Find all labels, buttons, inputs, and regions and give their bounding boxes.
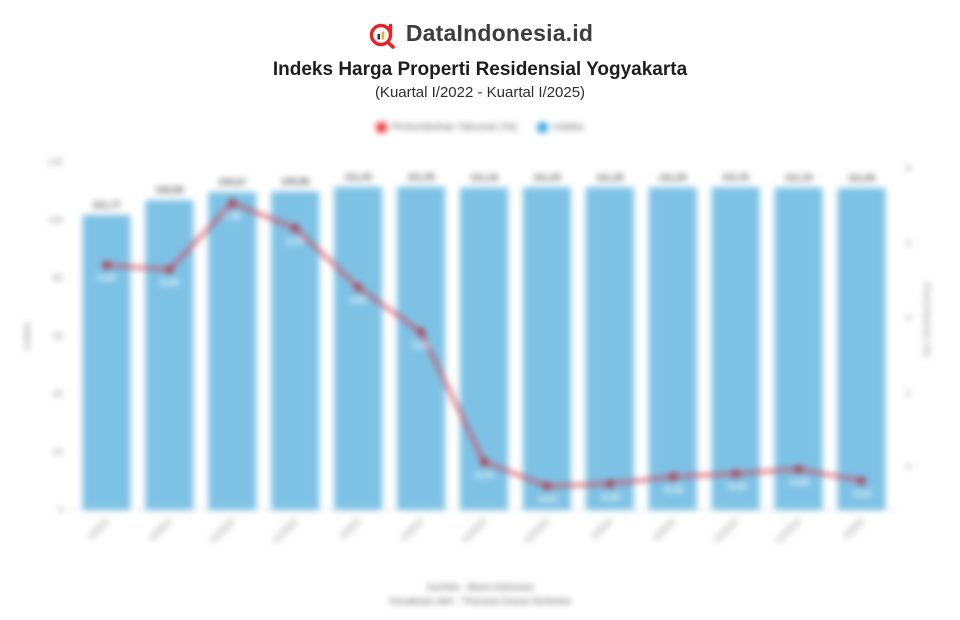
brand: DataIndonesia.id — [0, 17, 960, 49]
bar-value-label: 111,19 — [785, 173, 812, 183]
growth-point — [228, 199, 237, 208]
index-bar — [837, 187, 886, 510]
growth-point — [542, 482, 551, 491]
bar-value-label: 111,29 — [596, 172, 623, 182]
growth-point — [354, 283, 363, 292]
left-axis-title: Indeks — [22, 322, 33, 350]
left-axis-tick-label: 120 — [48, 157, 63, 167]
credit-note: Visualisasi oleh : Theresia Gracia Simbo… — [388, 596, 572, 607]
legend-item-index: Indeks — [537, 121, 584, 133]
x-axis-label: III/2022 — [208, 516, 236, 544]
left-axis-tick-label: 40 — [53, 389, 63, 399]
growth-point — [417, 328, 426, 337]
growth-point-label: 7,06 — [223, 211, 241, 221]
growth-point-label: 6,39 — [286, 236, 304, 246]
growth-point — [480, 457, 488, 466]
right-axis-tick-label: 8 — [906, 163, 911, 173]
bar-value-label: 111,18 — [470, 173, 497, 183]
index-bar — [585, 187, 634, 510]
bar-value-label: 109,85 — [281, 176, 309, 186]
dataindonesia-logo-icon — [369, 23, 395, 49]
right-axis-tick-label: 2 — [906, 387, 911, 397]
index-bar — [208, 191, 257, 510]
x-axis-label: I/2025 — [841, 516, 866, 541]
left-axis-tick-label: 100 — [48, 215, 63, 225]
source-note: Sumber : Bank Indonesia — [426, 582, 534, 593]
x-axis-label: II/2022 — [147, 516, 174, 543]
legend-label-growth: Pertumbuhan Tahunan (%) — [391, 121, 518, 133]
growth-point-label: -0,18 — [725, 482, 746, 492]
page-title: Indeks Harga Properti Residensial Yogyak… — [272, 59, 688, 80]
bar-value-label: 111,45 — [407, 172, 434, 182]
bar-value-label: 111,25 — [533, 172, 560, 182]
left-axis-tick-label: 80 — [53, 273, 63, 283]
x-axis-label: III/2023 — [460, 516, 488, 544]
legend-item-growth: Pertumbuhan Tahunan (%) — [375, 121, 518, 133]
bar-value-label: 111,31 — [722, 172, 749, 182]
growth-point — [605, 479, 614, 488]
growth-point-label: 0,14 — [475, 470, 494, 480]
x-axis-label: I/2024 — [589, 516, 614, 541]
chart-canvas: 0 20 40 60 80 100 120 Indeks 0 2 4 6 8 Pertumbuhan (%… — [22, 157, 932, 545]
bar-value-label: 111,05 — [848, 173, 875, 183]
growth-point — [102, 261, 111, 270]
growth-point — [668, 472, 677, 481]
header: DataIndonesia.id Indeks Harga Properti R… — [0, 0, 960, 102]
x-axis-label: I/2023 — [338, 516, 363, 541]
right-axis-tick-label: 4 — [906, 313, 911, 323]
index-bar — [397, 186, 446, 511]
index-bar — [522, 187, 571, 510]
left-axis-tick-label: 60 — [53, 331, 63, 341]
legend-dot-index-icon — [537, 121, 549, 133]
bar-value-label: 106,85 — [155, 185, 183, 195]
growth-point-label: 5,40 — [97, 273, 115, 283]
right-axis-title: Pertumbuhan (%) — [921, 283, 932, 357]
x-axis-label: IV/2024 — [774, 516, 803, 545]
chart-footer: Sumber : Bank Indonesia Visualisasi oleh… — [0, 581, 960, 609]
growth-point — [794, 465, 803, 474]
bar-value-label: 111,43 — [344, 172, 371, 182]
right-axis-tick-label: 0 — [906, 462, 911, 472]
index-bar — [145, 200, 194, 510]
index-bar — [82, 214, 131, 510]
index-bar — [711, 187, 760, 511]
growth-point — [857, 476, 866, 485]
bar-value-label: 109,67 — [218, 177, 246, 187]
index-bar — [648, 187, 697, 510]
brand-name: DataIndonesia.id — [405, 19, 594, 46]
x-axis-label: IV/2022 — [271, 516, 300, 545]
left-axis-tick-label: 0 — [58, 505, 63, 515]
growth-point-label: -0,37 — [851, 489, 872, 499]
chart-legend: Pertumbuhan Tahunan (%) Indeks — [0, 121, 960, 133]
x-axis-label: IV/2023 — [522, 516, 551, 545]
right-axis-tick-label: 6 — [906, 238, 911, 248]
legend-dot-growth-icon — [375, 121, 387, 133]
growth-point-label: 5,28 — [160, 278, 178, 288]
bar-value-label: 101,77 — [92, 200, 120, 210]
index-bar — [334, 186, 383, 510]
x-axis-label: II/2024 — [651, 516, 678, 543]
x-axis-label: I/2022 — [86, 516, 111, 541]
growth-point-label: 4,81 — [349, 295, 367, 305]
growth-point — [731, 469, 740, 478]
growth-point-label: -0,45 — [599, 492, 620, 502]
x-axis-label: II/2023 — [399, 516, 426, 543]
growth-point-label: -0,51 — [536, 494, 557, 504]
legend-label-index: Indeks — [553, 121, 585, 133]
growth-point-label: -0,06 — [788, 477, 809, 487]
growth-point — [165, 265, 174, 274]
x-axis-label: III/2024 — [712, 516, 740, 544]
left-axis-tick-label: 20 — [53, 447, 63, 457]
page-subtitle: (Kuartal I/2022 - Kuartal I/2025) — [374, 84, 586, 101]
index-bar — [271, 191, 320, 510]
bar-value-label: 111,25 — [659, 172, 686, 182]
growth-point — [291, 224, 300, 233]
index-bar — [774, 187, 823, 510]
growth-point-label: 3,61 — [412, 340, 430, 350]
growth-point-label: -0,26 — [662, 485, 683, 495]
index-bar — [460, 187, 508, 510]
